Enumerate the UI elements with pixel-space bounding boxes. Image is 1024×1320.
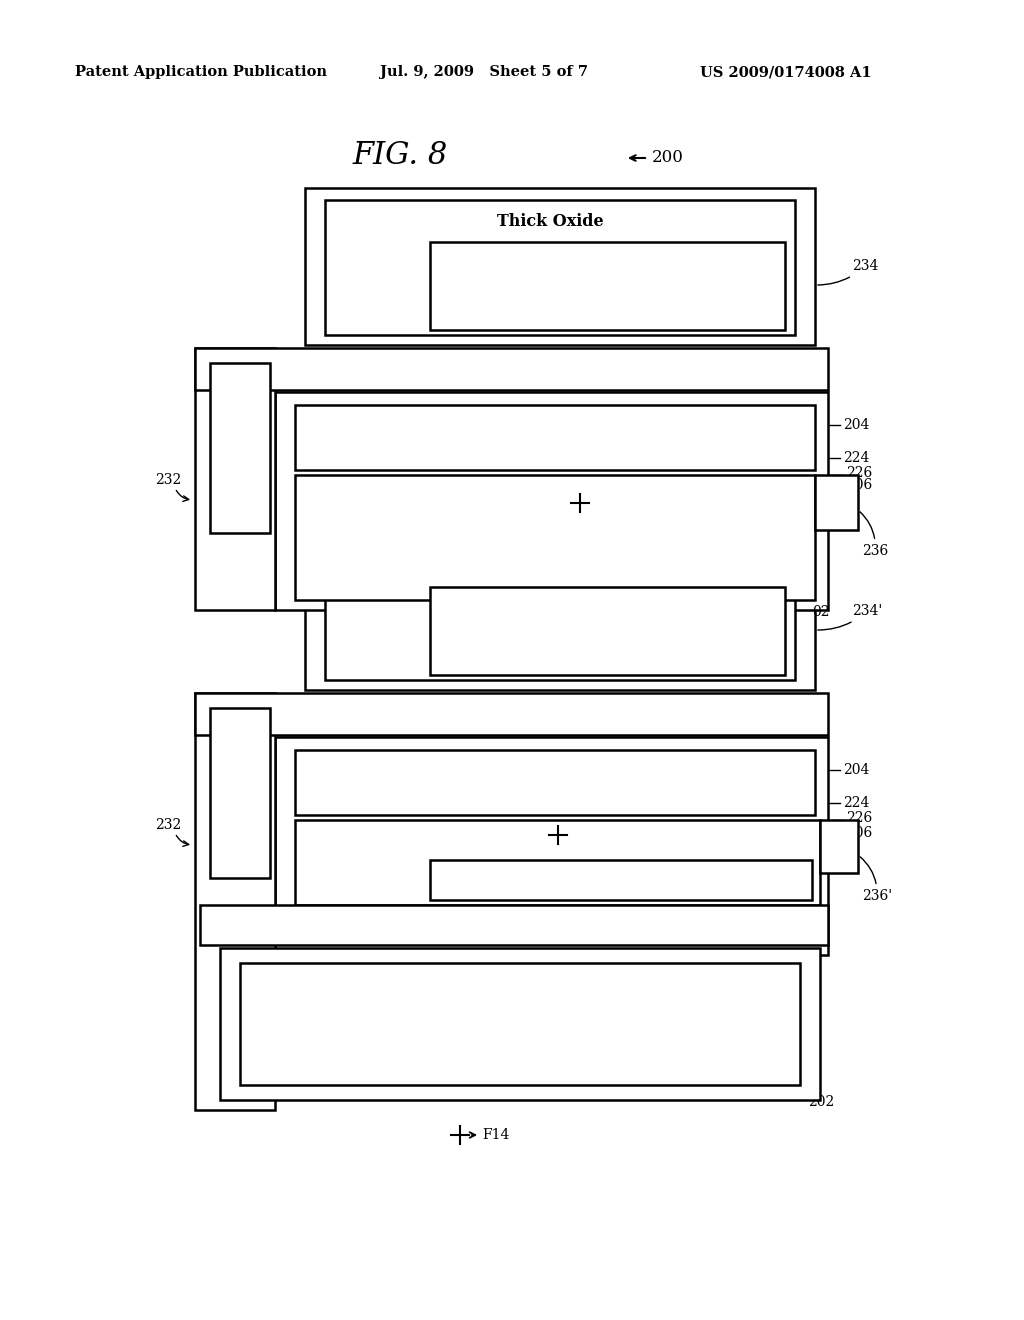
Text: F14: F14 xyxy=(482,1129,509,1142)
Text: Mask: Mask xyxy=(510,532,558,549)
Text: N Well: N Well xyxy=(490,482,549,499)
Text: Poly: Poly xyxy=(375,359,413,376)
Text: 218: 218 xyxy=(450,533,476,546)
Text: 204: 204 xyxy=(760,428,786,442)
Text: 200: 200 xyxy=(674,495,706,511)
Text: 236': 236' xyxy=(860,857,892,903)
Text: 232: 232 xyxy=(155,473,181,487)
Text: 200: 200 xyxy=(652,149,684,166)
Text: 240: 240 xyxy=(216,558,243,572)
Bar xyxy=(195,348,828,389)
Bar xyxy=(200,906,828,945)
Bar xyxy=(195,693,828,735)
Bar xyxy=(295,475,815,601)
Bar xyxy=(295,405,815,470)
Text: FIG. 8: FIG. 8 xyxy=(352,140,447,170)
Text: F13, F14: F13, F14 xyxy=(580,828,643,842)
Text: Thick Oxide: Thick Oxide xyxy=(497,214,603,231)
Text: 226: 226 xyxy=(846,810,872,825)
Text: Thick Oxide: Thick Oxide xyxy=(497,558,603,576)
Bar xyxy=(195,348,275,610)
Bar xyxy=(295,820,820,906)
Text: CAP: CAP xyxy=(752,871,790,888)
Text: 224: 224 xyxy=(843,451,869,465)
Text: 02: 02 xyxy=(812,605,829,619)
Bar xyxy=(325,545,795,680)
Text: N Well: N Well xyxy=(460,826,519,843)
Bar xyxy=(305,533,815,690)
Bar xyxy=(305,187,815,345)
Text: 206: 206 xyxy=(846,826,872,840)
Text: 234': 234' xyxy=(818,605,883,630)
Bar xyxy=(220,948,820,1100)
Text: 206: 206 xyxy=(520,1020,546,1035)
Text: 234: 234 xyxy=(818,259,879,285)
Text: 230: 230 xyxy=(255,706,282,719)
Text: 202: 202 xyxy=(808,1096,835,1109)
Text: 226: 226 xyxy=(846,466,872,480)
Bar xyxy=(430,861,812,900)
Text: F13: F13 xyxy=(602,496,630,510)
Bar xyxy=(430,587,785,675)
Bar xyxy=(240,964,800,1085)
Text: FET: FET xyxy=(713,279,748,296)
Text: 204: 204 xyxy=(843,763,869,777)
Bar xyxy=(820,820,858,873)
Text: 236: 236 xyxy=(860,512,888,558)
Text: Patent Application Publication: Patent Application Publication xyxy=(75,65,327,79)
Text: Poly: Poly xyxy=(280,915,317,932)
Text: Poly: Poly xyxy=(375,705,413,722)
Bar xyxy=(195,693,275,1110)
Text: 204: 204 xyxy=(760,774,786,787)
Bar xyxy=(815,475,858,531)
Text: 224: 224 xyxy=(843,796,869,810)
Text: 230: 230 xyxy=(255,360,282,375)
Text: Jul. 9, 2009   Sheet 5 of 7: Jul. 9, 2009 Sheet 5 of 7 xyxy=(380,65,588,79)
Bar xyxy=(210,708,270,878)
Text: FIG. 9: FIG. 9 xyxy=(352,484,447,516)
Bar xyxy=(275,392,828,610)
Bar xyxy=(275,737,828,954)
Text: Thin/Medium Oxide: Thin/Medium Oxide xyxy=(351,834,528,851)
Bar xyxy=(325,201,795,335)
Text: US 2009/0174008 A1: US 2009/0174008 A1 xyxy=(700,65,871,79)
Text: 232: 232 xyxy=(155,818,181,832)
Text: 204: 204 xyxy=(843,418,869,432)
Bar xyxy=(210,363,270,533)
Bar xyxy=(295,750,815,814)
Text: FET: FET xyxy=(713,623,748,640)
Bar xyxy=(430,242,785,330)
Text: 206: 206 xyxy=(846,478,872,492)
